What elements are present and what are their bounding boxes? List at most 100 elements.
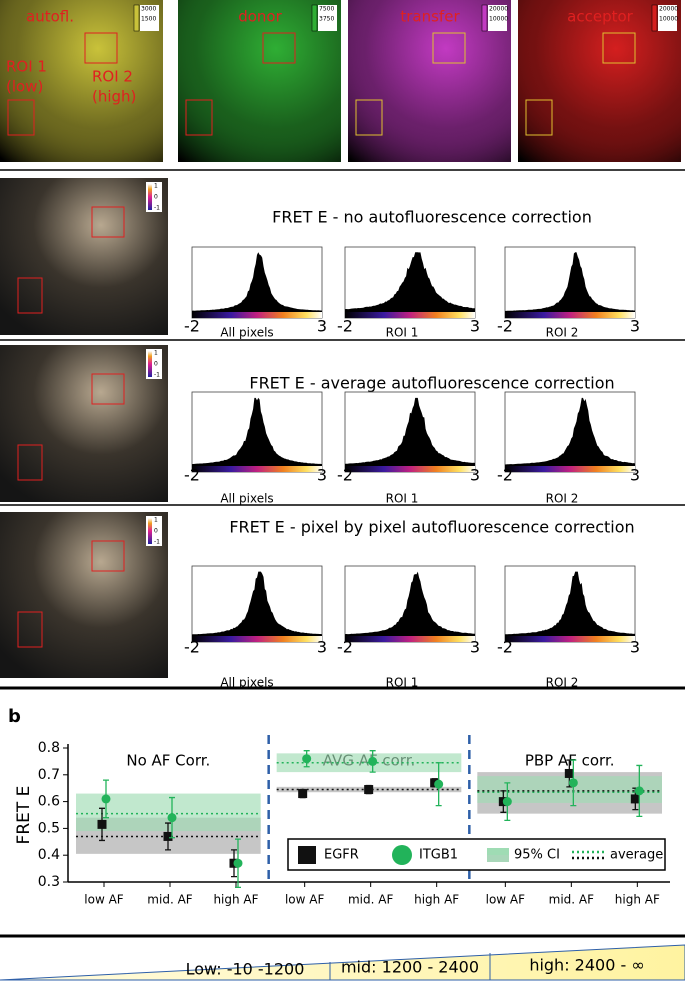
hist-range-label: 3 <box>630 317 640 336</box>
hist-caption: All pixels <box>220 676 273 690</box>
hist-caption: All pixels <box>220 326 273 340</box>
af-range-wedge <box>0 944 685 981</box>
y-tick-label: 0.7 <box>38 767 60 783</box>
hist-caption: ROI 2 <box>546 492 579 506</box>
colorbar-label: 10000 <box>659 16 678 23</box>
hist-caption: ROI 2 <box>546 676 579 690</box>
colorbar <box>133 4 140 32</box>
row-title: FRET E - average autofluorescence correc… <box>249 374 614 393</box>
roi-box <box>185 99 213 136</box>
fret-image <box>0 512 168 678</box>
colorbar-bg <box>658 5 677 31</box>
colorbar <box>311 4 318 32</box>
histogram-shape <box>505 397 635 466</box>
data-point <box>302 754 312 764</box>
colorbar-label: 10000 <box>489 16 508 23</box>
hist-range-label: 3 <box>470 317 480 336</box>
x-tick-label: high AF <box>414 893 459 907</box>
colorbar <box>481 4 488 32</box>
data-point <box>97 819 107 829</box>
roi-box <box>91 373 125 405</box>
hist-caption: ROI 2 <box>546 326 579 340</box>
data-point <box>101 794 111 804</box>
colorbar-bg <box>488 5 507 31</box>
y-tick-label: 0.4 <box>38 847 60 863</box>
x-tick-label: high AF <box>213 893 258 907</box>
roi-label: (low) <box>6 78 43 96</box>
x-tick-label: low AF <box>486 893 526 907</box>
colorbar-label: -1 <box>154 372 160 379</box>
roi-box <box>91 540 125 572</box>
lut-strip <box>192 636 322 642</box>
data-point <box>167 813 177 823</box>
colorbar-label: 1500 <box>141 16 156 23</box>
colorbar-label: 0 <box>154 361 158 368</box>
y-axis-label: FRET E <box>14 786 34 845</box>
hist-range-label: -2 <box>337 317 353 336</box>
roi-label: (high) <box>92 88 136 106</box>
histogram-shape <box>345 252 475 312</box>
roi-box <box>432 32 466 64</box>
x-tick-label: low AF <box>285 893 325 907</box>
y-tick-label: 0.3 <box>38 874 60 890</box>
hist-range-label: -2 <box>337 466 353 485</box>
hist-range-label: 3 <box>470 466 480 485</box>
colorbar-label: 1 <box>154 350 158 357</box>
roi-box <box>525 99 553 136</box>
hist-range-label: -2 <box>497 638 513 657</box>
data-point <box>233 858 243 868</box>
lut-strip <box>505 466 635 472</box>
lut-strip <box>345 312 475 318</box>
roi-box <box>7 99 35 136</box>
roi-box <box>17 444 43 481</box>
data-point <box>634 786 644 796</box>
roi-box <box>602 32 636 64</box>
x-tick-label: low AF <box>84 893 124 907</box>
colorbar-label: -1 <box>154 539 160 546</box>
x-tick-label: mid. AF <box>549 893 594 907</box>
row-title: FRET E - no autofluorescence correction <box>272 208 592 227</box>
y-tick-label: 0.8 <box>38 740 60 756</box>
colorbar-label: -1 <box>154 205 160 212</box>
colorbar-label: 1 <box>154 517 158 524</box>
hist-caption: ROI 1 <box>386 326 419 340</box>
data-point <box>364 785 374 795</box>
data-point <box>368 756 378 766</box>
data-point <box>434 779 444 789</box>
data-point <box>630 794 640 804</box>
data-point <box>568 778 578 788</box>
histogram-shape <box>345 571 475 636</box>
x-tick-label: mid. AF <box>348 893 393 907</box>
hist-range-label: -2 <box>184 317 200 336</box>
colorbar-bg <box>140 5 159 31</box>
hist-range-label: -2 <box>337 638 353 657</box>
lut-strip <box>505 636 635 642</box>
hist-range-label: -2 <box>184 466 200 485</box>
colorbar <box>148 518 152 544</box>
roi-box <box>91 206 125 238</box>
histogram-shape <box>345 397 475 466</box>
histogram-shape <box>505 571 635 636</box>
colorbar <box>148 184 152 210</box>
data-point <box>502 797 512 807</box>
lut-strip <box>345 466 475 472</box>
legend-marker <box>392 845 412 865</box>
lut-strip <box>192 312 322 318</box>
lut-strip <box>505 312 635 318</box>
colorbar-label: 20000 <box>489 6 508 13</box>
channel-name: acceptor <box>567 8 633 26</box>
legend-label: ITGB1 <box>419 848 458 863</box>
hist-range-label: 3 <box>317 638 327 657</box>
roi-label: ROI 1 <box>6 58 47 76</box>
fret-image <box>0 345 168 502</box>
colorbar-label: 20000 <box>659 6 678 13</box>
colorbar <box>148 351 152 377</box>
roi-box <box>17 277 43 314</box>
channel-name: transfer <box>400 8 460 26</box>
hist-range-label: -2 <box>497 466 513 485</box>
colorbar-label: 0 <box>154 528 158 535</box>
y-tick-label: 0.6 <box>38 794 60 810</box>
roi-box <box>17 611 43 648</box>
roi-box <box>84 32 118 64</box>
roi-box <box>355 99 383 136</box>
